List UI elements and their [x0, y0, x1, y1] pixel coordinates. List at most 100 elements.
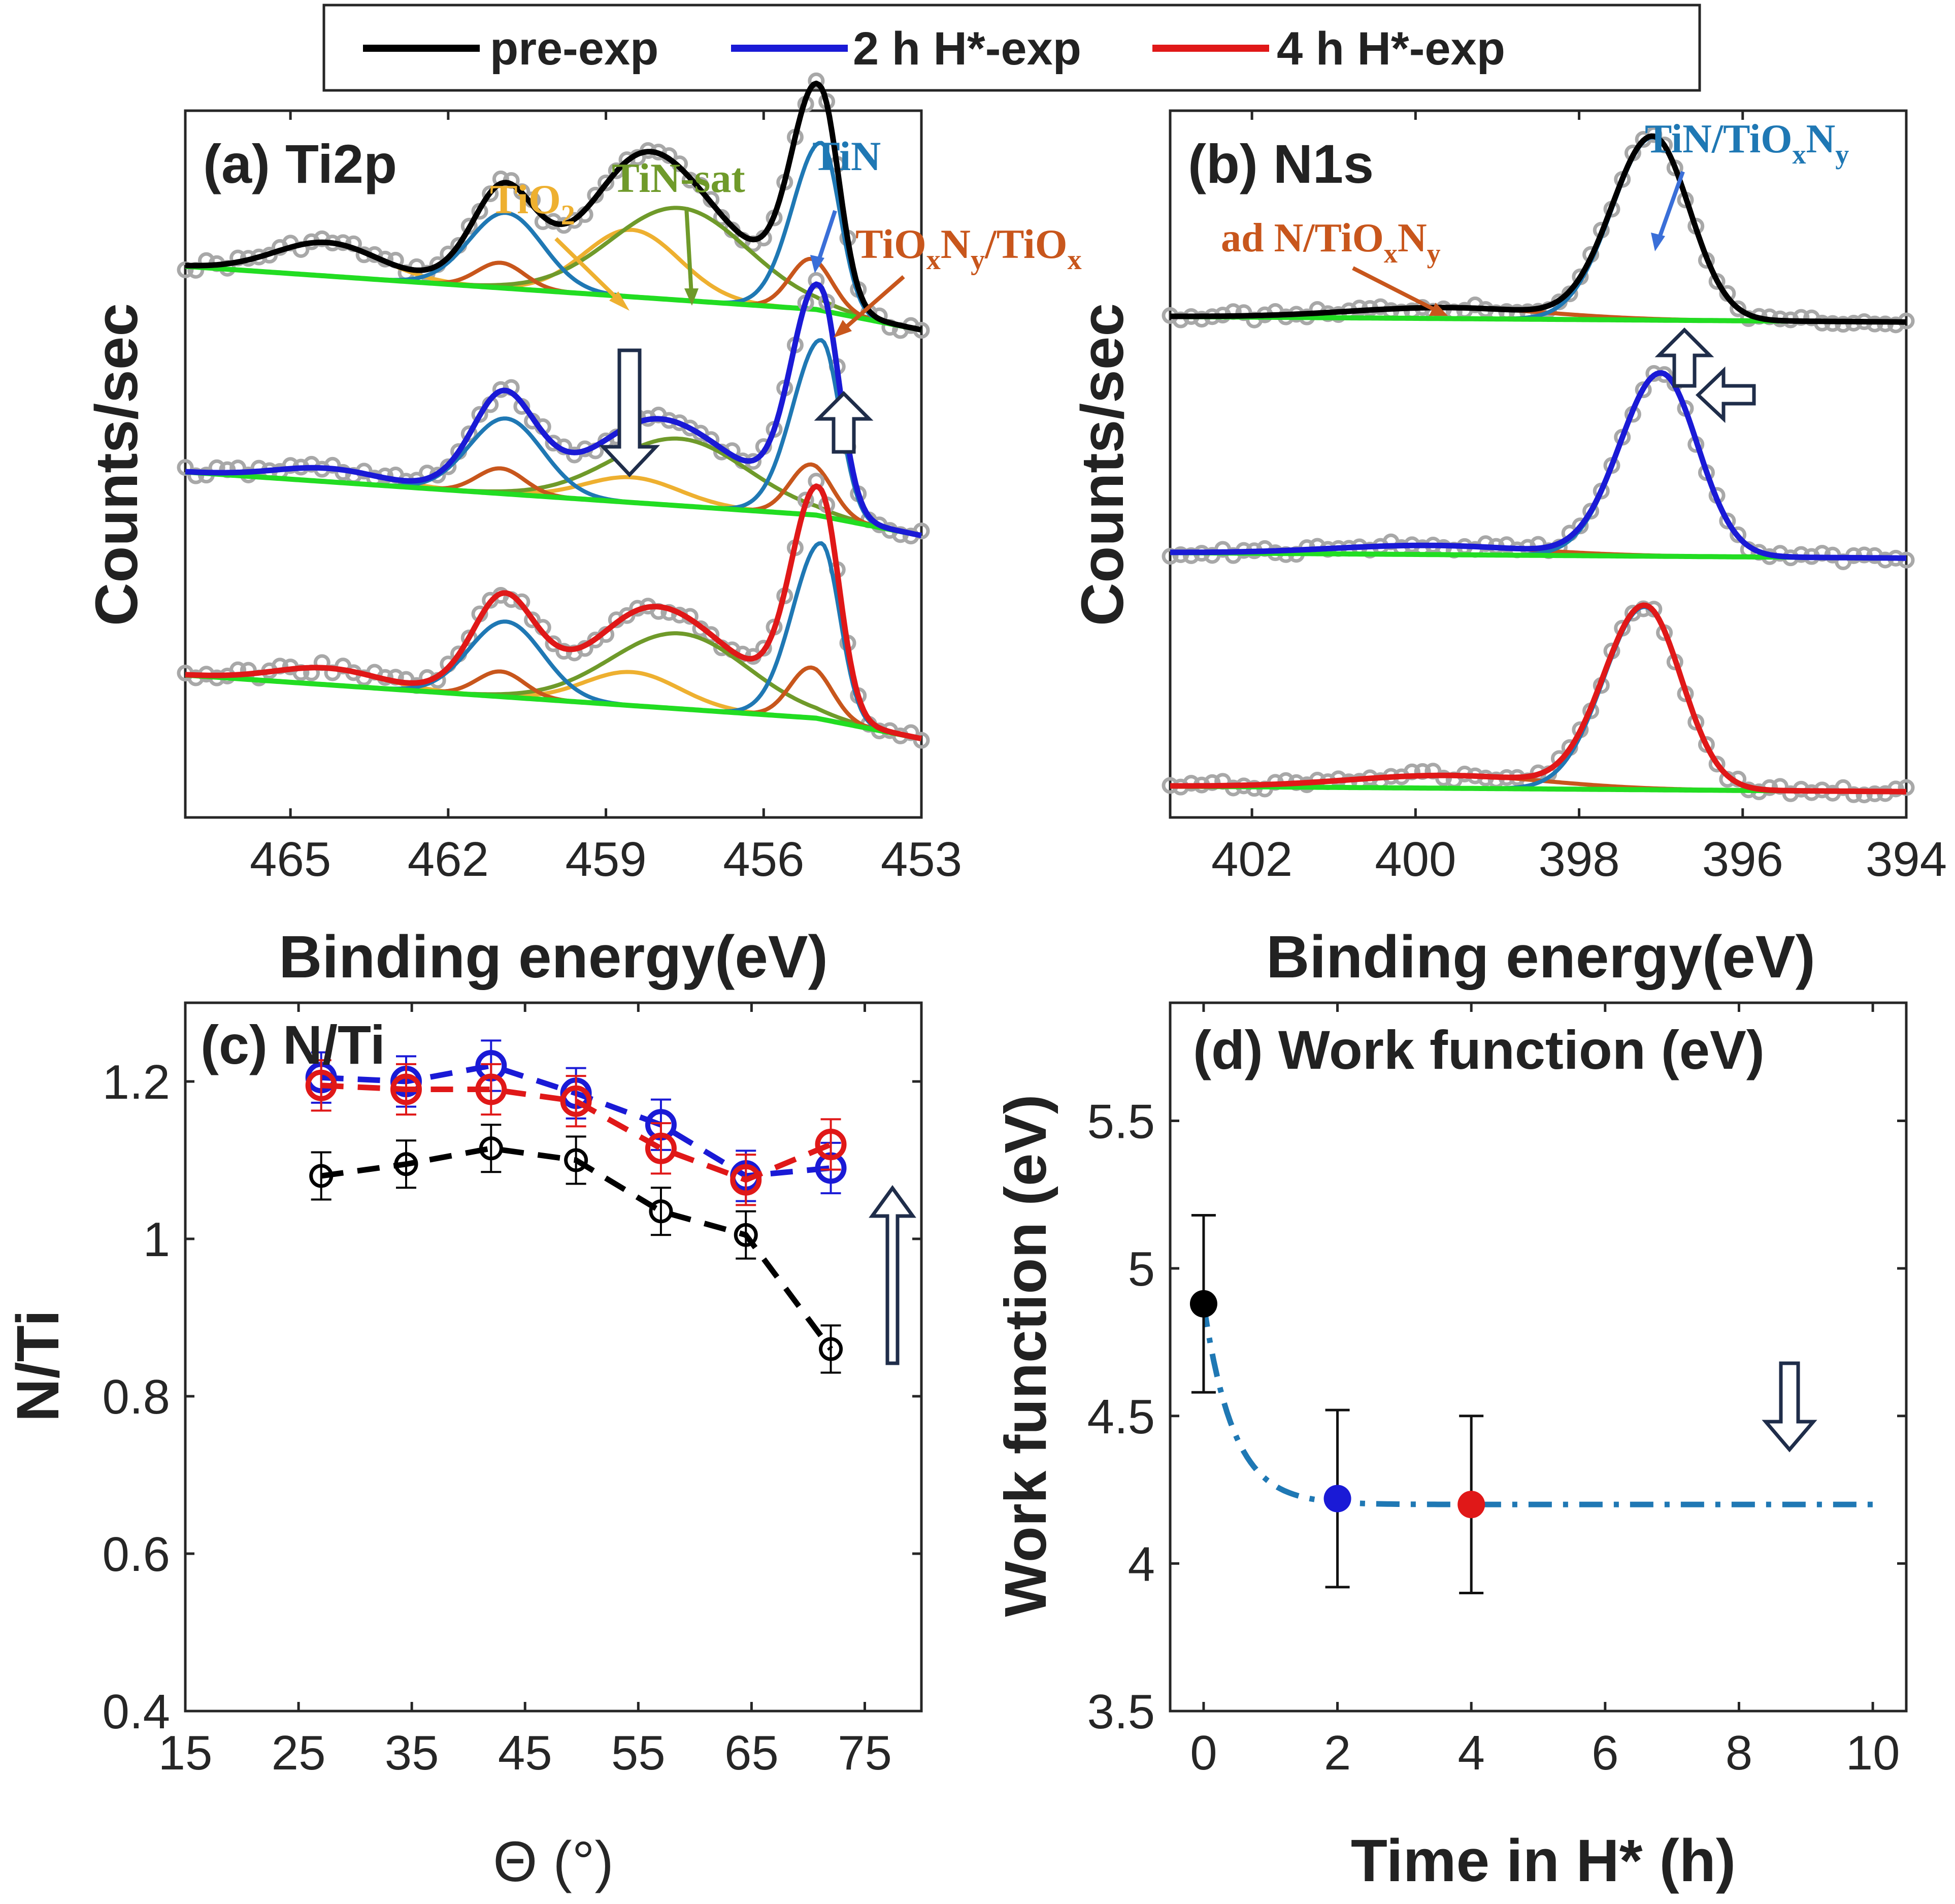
- y-tick-label: 0.8: [103, 1370, 170, 1424]
- x-tick-label: 65: [724, 1726, 779, 1780]
- envelope-4 h H*-exp: [185, 483, 922, 742]
- background-2: [185, 672, 922, 741]
- y-tick-label: 4.5: [1087, 1390, 1155, 1444]
- annotation-tioxny-s3: x: [1068, 244, 1082, 276]
- arrowhead-tin-b: [1651, 233, 1665, 251]
- annotation-tioxny-s2: y: [971, 244, 985, 276]
- panel-d-title: (d) Work function (eV): [1193, 1019, 1765, 1080]
- arrow-tin-sat: [684, 207, 693, 295]
- panel-b-plot: [1162, 126, 1915, 804]
- panel-a-ticks: 465 462 459 456 453: [250, 111, 962, 887]
- hollow-arrow-left-b: [1695, 366, 1756, 423]
- data-point-4 h H*-exp: [305, 1069, 337, 1101]
- annotation-ad-n-t2: N: [1398, 216, 1427, 260]
- legend-label-2h: 2 h H*-exp: [853, 23, 1081, 75]
- raw-point: [187, 467, 205, 484]
- raw-point: [524, 611, 541, 629]
- raw-point: [1730, 300, 1747, 317]
- panel-b-ylabel: Counts/sec: [1069, 303, 1136, 626]
- raw-point: [1656, 136, 1673, 153]
- raw-point: [1582, 503, 1600, 520]
- data-point-pre-exp: [394, 1152, 418, 1176]
- legend: pre-exp 2 h H*-exp 4 h H*-exp: [322, 4, 1701, 92]
- panel-d-plot: [1189, 1214, 1873, 1594]
- legend-label-4h: 4 h H*-exp: [1277, 23, 1505, 75]
- raw-point: [1708, 756, 1726, 773]
- annotation-tin-tioxny-s2: y: [1835, 139, 1849, 170]
- y-tick-label: 5: [1128, 1242, 1155, 1296]
- annotation-tio2-main: TiO: [490, 176, 561, 222]
- x-tick-label: 2: [1324, 1726, 1351, 1780]
- panel-d-frame: [1169, 1001, 1908, 1713]
- annotation-tioxny-s1: x: [926, 244, 941, 276]
- x-tick-label: 453: [881, 832, 962, 887]
- panel-c-title: (c) N/Ti: [201, 1014, 385, 1075]
- data-point-4 h H*-exp: [390, 1073, 422, 1105]
- x-tick-label: 15: [158, 1726, 213, 1780]
- x-tick-label: 4: [1457, 1726, 1484, 1780]
- annotation-ad-n-s2: y: [1427, 238, 1441, 269]
- x-tick-label: 396: [1702, 832, 1783, 887]
- hollow-arrow-down-a: [599, 348, 660, 478]
- envelope-pre-exp: [1170, 133, 1906, 325]
- x-tick-label: 459: [565, 832, 646, 887]
- x-tick-label: 45: [498, 1726, 552, 1780]
- y-tick-label: 1: [143, 1212, 170, 1267]
- panel-b-frame: [1169, 109, 1908, 819]
- raw-point: [1793, 309, 1810, 326]
- annotation-tioxny: TiOxNy/TiOx: [855, 221, 1082, 276]
- legend-box: [322, 4, 1701, 92]
- panel-b-xlabel: Binding energy(eV): [1266, 924, 1815, 991]
- y-tick-label: 4: [1128, 1537, 1155, 1591]
- raw-point: [460, 425, 478, 442]
- raw-point: [1719, 512, 1736, 530]
- x-tick-label: 462: [408, 832, 489, 887]
- panel-b-n1s: 402 400 398 396 394 (b) N1s Counts/sec Bindi…: [1069, 109, 1947, 991]
- annotation-tin: TiN: [812, 133, 881, 179]
- annotation-tio2-sub: 2: [561, 200, 575, 231]
- x-tick-label: 55: [611, 1726, 666, 1780]
- panel-b-ticks: 402 400 398 396 394: [1211, 111, 1947, 887]
- y-tick-label: 5.5: [1087, 1095, 1155, 1149]
- annotation-tin-tioxny-t2: N: [1806, 117, 1836, 161]
- arrow-tin-b: [1657, 171, 1685, 240]
- panel-c-nti: 15 25 35 45 55 65 75 0.4 0.6 0.8 1 1.2 (c) N/Ti N/T…: [5, 1001, 923, 1893]
- annotation-tioxny-t2: N: [941, 221, 971, 267]
- x-tick-label: 25: [272, 1726, 326, 1780]
- raw-point: [913, 732, 930, 749]
- panel-c-ticks: 15 25 35 45 55 65 75 0.4 0.6 0.8 1 1.2: [103, 1003, 921, 1780]
- panel-d-ylabel: Work function (eV): [992, 1095, 1058, 1617]
- y-tick-label: 1.2: [103, 1055, 170, 1109]
- x-tick-label: 6: [1592, 1726, 1618, 1780]
- annotation-tioxny-t1: TiO: [855, 221, 926, 267]
- raw-point: [177, 261, 194, 278]
- raw-point: [608, 162, 625, 179]
- data-point-2 h H*-exp: [1323, 1485, 1351, 1513]
- raw-point: [913, 522, 930, 540]
- hollow-arrow-down-d: [1762, 1361, 1817, 1453]
- envelope-4 h H*-exp: [1170, 602, 1906, 795]
- panel-b-title: (b) N1s: [1188, 133, 1374, 194]
- hollow-arrow-up-a: [814, 391, 874, 454]
- raw-point: [808, 72, 825, 89]
- arrowhead-tio2: [609, 291, 629, 311]
- y-tick-label: 0.4: [103, 1685, 170, 1739]
- arrow-ad-n: [1352, 266, 1438, 313]
- annotation-tin-tioxny-t1: TiN/TiO: [1645, 117, 1793, 161]
- raw-point: [1730, 526, 1747, 543]
- arrow-tio2: [554, 237, 625, 306]
- annotation-tin-sat: TiN-sat: [612, 155, 745, 201]
- x-tick-label: 402: [1211, 832, 1293, 887]
- x-tick-label: 456: [723, 832, 804, 887]
- data-point-pre-exp: [309, 1164, 334, 1188]
- raw-point: [545, 635, 562, 652]
- hollow-arrow-up-b: [1654, 327, 1714, 388]
- data-point-pre-exp: [564, 1148, 588, 1172]
- data-point-4 h H*-exp: [1457, 1491, 1485, 1519]
- arrowhead-tin-sat: [684, 288, 699, 306]
- x-tick-label: 465: [250, 832, 331, 887]
- panel-a-xlabel: Binding energy(eV): [279, 924, 828, 991]
- data-point-pre-exp: [819, 1337, 843, 1361]
- background-1: [185, 469, 922, 538]
- data-point-pre-exp: [734, 1223, 758, 1247]
